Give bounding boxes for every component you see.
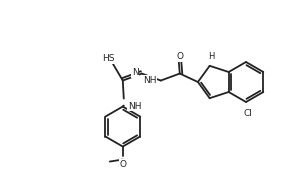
Text: O: O bbox=[119, 159, 126, 169]
Text: N: N bbox=[132, 68, 139, 77]
Text: O: O bbox=[176, 52, 183, 61]
Text: Cl: Cl bbox=[243, 109, 253, 117]
Text: HS: HS bbox=[103, 54, 115, 63]
Text: H: H bbox=[208, 52, 215, 61]
Text: NH: NH bbox=[128, 101, 141, 111]
Text: NH: NH bbox=[143, 76, 157, 85]
